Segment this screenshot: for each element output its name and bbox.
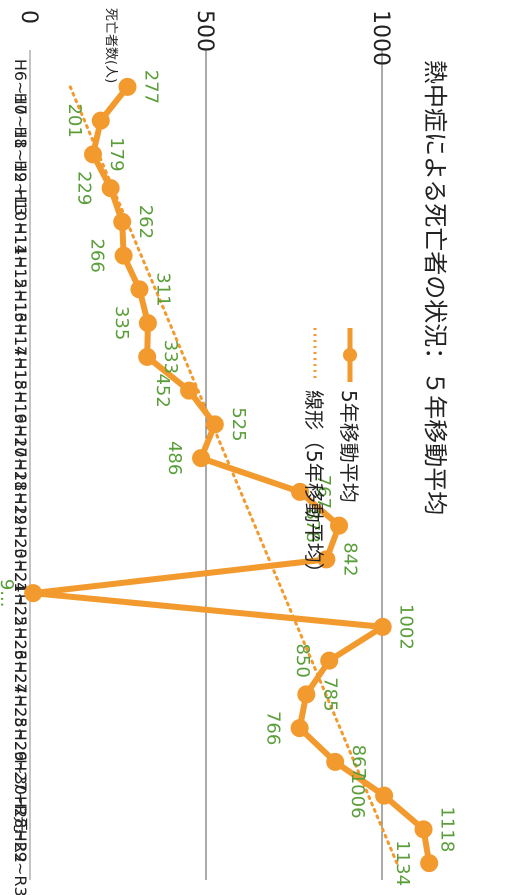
data-point	[192, 449, 211, 468]
data-label: 229	[74, 171, 95, 205]
data-point	[317, 550, 336, 569]
data-label: 201	[64, 103, 85, 137]
data-point	[330, 516, 349, 535]
data-label: 277	[141, 70, 162, 104]
data-point	[24, 584, 43, 603]
data-label: 1118	[437, 806, 458, 852]
data-point	[130, 280, 149, 299]
data-point	[118, 77, 137, 96]
x-tick-label: H6~10	[11, 59, 30, 115]
y-axis: 050010001500	[16, 10, 393, 66]
data-label: 333	[160, 340, 181, 374]
data-point	[420, 854, 439, 873]
legend-label-trend: 線形（5年移動平均）	[302, 390, 326, 583]
y-tick-label: 0	[16, 10, 41, 24]
data-label: 842	[339, 542, 360, 576]
x-tick-label: H21~25	[11, 560, 30, 626]
x-tick-label: H17~21	[11, 425, 30, 491]
data-point	[180, 381, 199, 400]
data-label: 867	[348, 745, 369, 779]
legend: 5年移動平均 線形（5年移動平均）	[302, 328, 361, 583]
data-label: 767	[313, 475, 334, 509]
x-tick-label: H23~27	[11, 628, 30, 694]
data-label: 335	[111, 306, 132, 340]
x-tick-label: H28~R2	[11, 796, 30, 863]
data-point	[326, 752, 345, 771]
data-point	[375, 786, 394, 805]
x-tick-label: H24~28	[11, 661, 30, 727]
x-tick-label: H29~R3	[11, 830, 30, 895]
data-point	[205, 415, 224, 434]
y-tick-label: 1000	[368, 10, 393, 66]
x-tick-label: H25~29	[11, 695, 30, 761]
data-label: 452	[152, 373, 173, 407]
legend-marker-series	[343, 348, 357, 362]
legend-label-series: 5年移動平均	[337, 390, 361, 503]
x-tick-label: H10~14	[11, 189, 30, 255]
data-label: 850	[292, 643, 313, 677]
data-label: 1002	[396, 604, 417, 650]
x-tick-label: H8~12	[11, 126, 30, 182]
data-point	[290, 719, 309, 738]
data-point	[297, 685, 316, 704]
x-tick-label: H9~13	[11, 160, 30, 216]
data-label: 785	[319, 677, 340, 711]
data-point	[114, 246, 133, 265]
data-label: 766	[263, 711, 284, 745]
y-axis-label: 死亡者数(人)	[103, 8, 118, 83]
data-point	[414, 820, 433, 839]
x-tick-label: H14~18	[11, 324, 30, 390]
x-tick-label: H16~20	[11, 391, 30, 457]
data-point	[290, 482, 309, 501]
y-tick-label: 500	[192, 10, 217, 52]
x-tick-label: H11~15	[11, 223, 30, 289]
x-tick-label: H13~17	[11, 290, 30, 356]
x-tick-label: H19~23	[11, 493, 30, 559]
data-point	[320, 651, 339, 670]
data-label: 1006	[347, 773, 368, 819]
x-tick-label: H26~30	[11, 729, 30, 795]
data-point	[373, 617, 392, 636]
x-tick-label: H22~26	[11, 594, 30, 660]
data-label: 311	[152, 272, 173, 306]
data-label: 525	[228, 407, 249, 441]
x-tick-label: H20~24	[11, 526, 30, 592]
x-tick-label: H27~R元	[11, 759, 30, 832]
data-point	[101, 179, 120, 198]
series-group	[24, 77, 439, 873]
data-point	[91, 111, 110, 130]
x-tick-label: H18~22	[11, 459, 30, 525]
data-point	[138, 347, 157, 366]
data-label: 486	[164, 441, 185, 475]
data-point	[138, 314, 157, 333]
x-tick-label: H15~19	[11, 358, 30, 424]
data-label: 262	[135, 205, 156, 239]
data-label: 266	[87, 238, 108, 272]
data-point	[113, 212, 132, 231]
data-label: 179	[106, 137, 127, 171]
x-tick-label: H12~16	[11, 256, 30, 322]
x-axis: H6~10H7~11H8~12H9~13H10~14H11~15H12~16H1…	[11, 59, 30, 895]
chart-title: 熱中症による死亡者の状況：５年移動平均	[421, 60, 449, 515]
x-tick-label: H7~11	[11, 93, 30, 149]
data-labels: 2772011792292622663113353334525254867678…	[0, 70, 458, 886]
data-label: 1134	[392, 840, 413, 886]
data-label: 9...	[0, 579, 17, 608]
data-label: 878	[302, 508, 323, 542]
data-point	[84, 145, 103, 164]
